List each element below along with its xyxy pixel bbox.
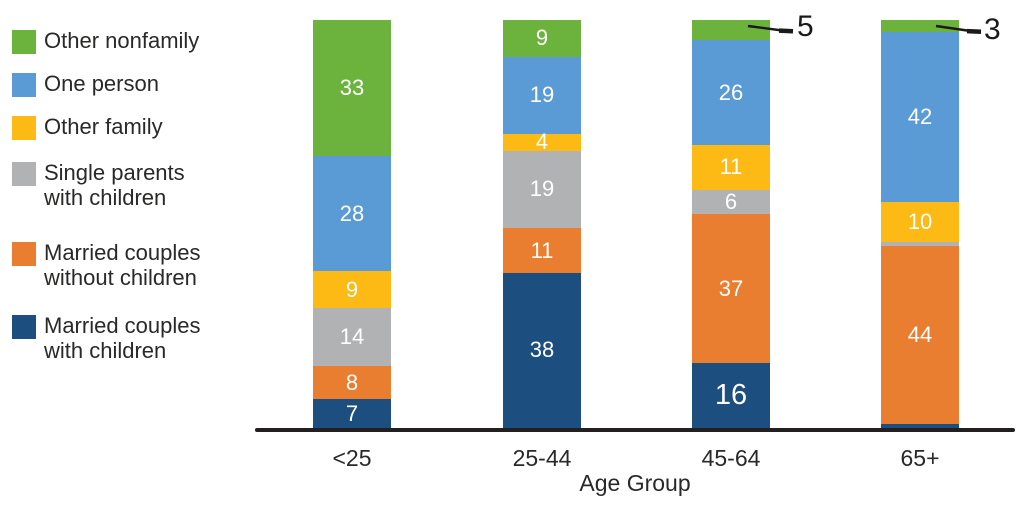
legend-swatch bbox=[12, 315, 36, 339]
x-tick-label-45-64: 45-64 bbox=[701, 445, 761, 471]
bar-segment-married-couples-without-children: 11 bbox=[503, 228, 581, 273]
callout-label-5: 5 bbox=[797, 10, 814, 43]
legend-item-other-family: Other family bbox=[12, 114, 163, 140]
bar-segment-married-couples-with-children: 7 bbox=[313, 399, 391, 428]
x-axis-title: Age Group bbox=[579, 470, 691, 496]
legend-item-married-couples-without-children: Married couples without children bbox=[12, 240, 201, 290]
legend-label: Married couples with children bbox=[44, 313, 201, 363]
bar-segment-other-family: 4 bbox=[503, 129, 581, 155]
segment-value-label: 8 bbox=[345, 369, 359, 395]
legend-swatch bbox=[12, 116, 36, 140]
bar-segment-other-nonfamily: 9 bbox=[503, 20, 581, 57]
bar-segment-one-person: 28 bbox=[313, 156, 391, 272]
bar-25: 33 28 9 14 8 7 bbox=[313, 20, 391, 428]
bar-45-64: 26 11 6 37 16 bbox=[692, 20, 770, 429]
legend-swatch bbox=[12, 30, 36, 54]
segment-value-label: 4 bbox=[535, 129, 549, 155]
segment-value-label: 9 bbox=[535, 25, 549, 51]
bar-segment-married-couples-without-children: 8 bbox=[313, 366, 391, 400]
legend-swatch bbox=[12, 242, 36, 266]
x-tick-label-25-44: 25-44 bbox=[512, 445, 572, 471]
legend-label: Single parents with children bbox=[44, 160, 185, 210]
segment-value-label: 19 bbox=[529, 82, 555, 108]
segment-value-label: 7 bbox=[345, 400, 359, 426]
segment-value-label: 28 bbox=[339, 200, 365, 226]
bar-segment-married-couples-with-children: 16 bbox=[692, 363, 770, 429]
segment-value-label: 44 bbox=[907, 322, 933, 348]
bar-segment-married-couples-without-children: 44 bbox=[881, 246, 959, 424]
bar-segment-other-family: 11 bbox=[692, 145, 770, 190]
segment-value-label: 9 bbox=[345, 276, 359, 302]
segment-value-label: 11 bbox=[719, 154, 743, 180]
legend-label: One person bbox=[44, 71, 159, 96]
bar-segment-single-parents-with-children: 6 bbox=[692, 188, 770, 214]
bar-65: 42 10 44 bbox=[881, 20, 959, 429]
legend-swatch bbox=[12, 162, 36, 186]
bar-segment-single-parents-with-children bbox=[881, 242, 959, 247]
segment-value-label: 6 bbox=[724, 188, 738, 214]
callout-label-3: 3 bbox=[984, 13, 1001, 46]
bar-segment-other-family: 9 bbox=[313, 271, 391, 309]
bar-segment-one-person: 42 bbox=[881, 32, 959, 202]
segment-value-label: 11 bbox=[530, 237, 554, 263]
x-axis-line bbox=[255, 428, 1015, 432]
bar-segment-married-couples-without-children: 37 bbox=[692, 213, 770, 364]
segment-value-label: 38 bbox=[529, 337, 555, 363]
bar-segment-other-family: 10 bbox=[881, 201, 959, 243]
segment-value-label: 42 bbox=[907, 103, 933, 129]
legend-label: Other nonfamily bbox=[44, 28, 200, 53]
bar-segment-married-couples-with-children: 38 bbox=[503, 272, 581, 428]
legend-item-one-person: One person bbox=[12, 71, 159, 97]
legend-item-other-nonfamily: Other nonfamily bbox=[12, 28, 200, 54]
bar-25-44: 9 19 4 19 11 38 bbox=[503, 20, 581, 428]
bar-segment-one-person: 19 bbox=[503, 56, 581, 135]
segment-value-label: 10 bbox=[907, 208, 933, 234]
bar-segment-other-nonfamily bbox=[881, 20, 959, 33]
legend-item-single-parents-with-children: Single parents with children bbox=[12, 160, 185, 210]
segment-value-label: 37 bbox=[718, 275, 744, 301]
bar-segment-other-nonfamily: 33 bbox=[313, 20, 391, 156]
bar-segment-one-person: 26 bbox=[692, 40, 770, 146]
segment-value-label: 33 bbox=[339, 75, 365, 100]
segment-value-label: 16 bbox=[714, 379, 748, 412]
legend-label: Married couples without children bbox=[44, 240, 201, 290]
segment-value-label: 26 bbox=[718, 79, 744, 105]
segment-value-label: 14 bbox=[339, 324, 365, 350]
bar-segment-single-parents-with-children: 19 bbox=[503, 150, 581, 229]
bar-segment-other-nonfamily bbox=[692, 20, 770, 41]
bar-segment-single-parents-with-children: 14 bbox=[313, 308, 391, 367]
segment-value-label: 19 bbox=[529, 176, 555, 202]
x-tick-label-25: <25 bbox=[332, 445, 372, 471]
bar-segment-married-couples-with-children bbox=[881, 423, 959, 429]
legend-item-married-couples-with-children: Married couples with children bbox=[12, 313, 201, 363]
legend-label: Other family bbox=[44, 114, 163, 139]
legend-swatch bbox=[12, 73, 36, 97]
x-tick-label-65: 65+ bbox=[900, 445, 940, 471]
